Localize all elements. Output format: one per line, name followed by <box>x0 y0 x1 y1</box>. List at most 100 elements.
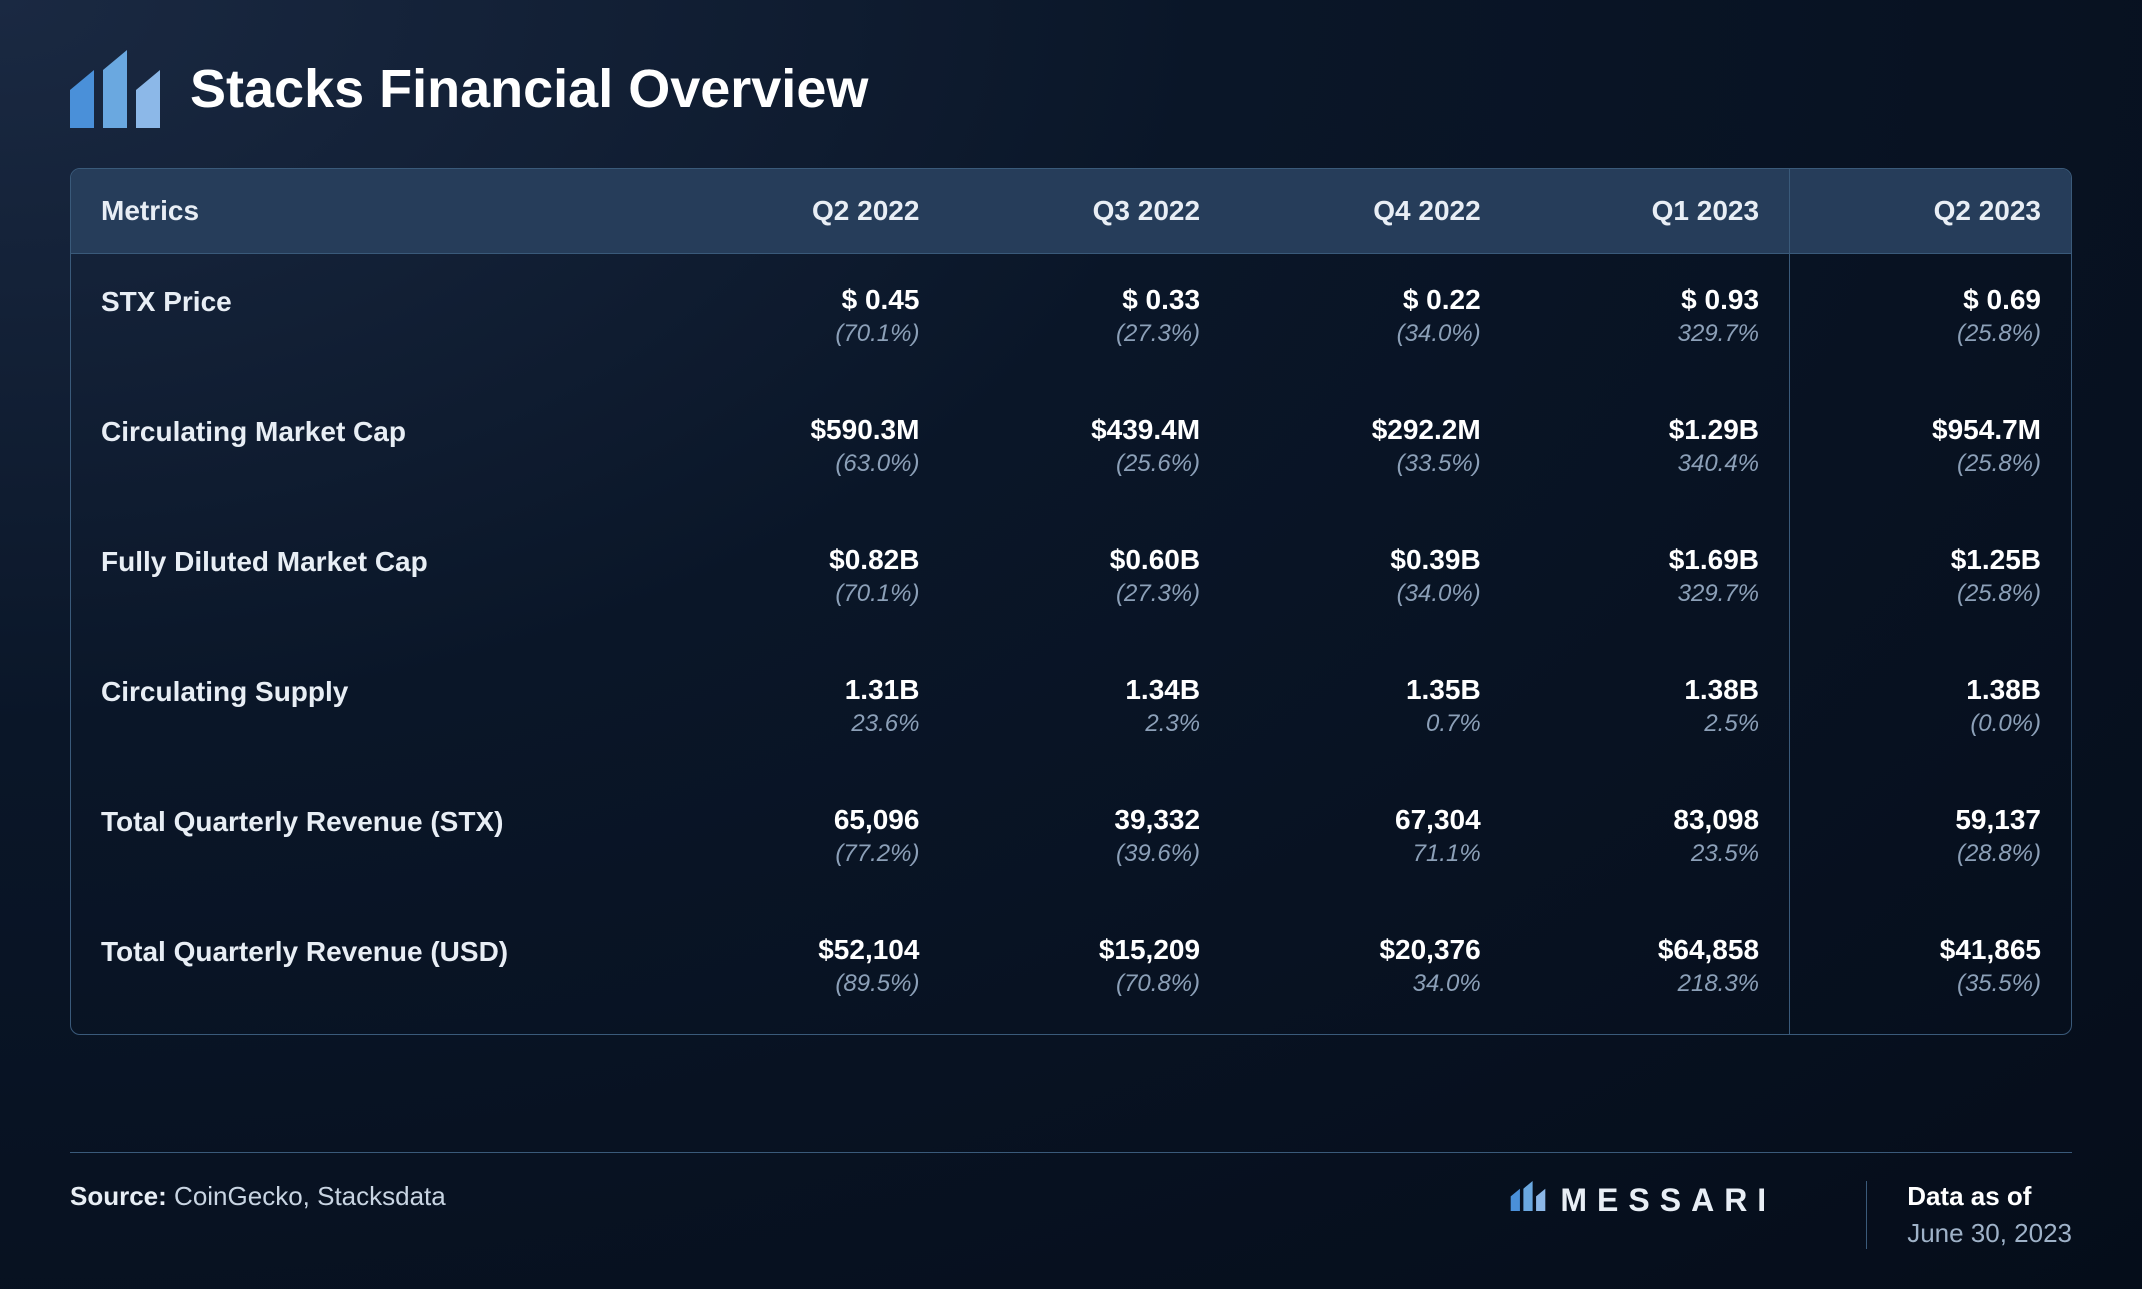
cell-pct: (33.5%) <box>1260 450 1481 478</box>
cell-pct: 34.0% <box>1260 970 1481 998</box>
brand-text: MESSARI <box>1560 1182 1776 1219</box>
metric-label: Total Quarterly Revenue (STX) <box>71 774 669 904</box>
cell-pct: 329.7% <box>1541 580 1759 608</box>
cell-value: 39,332 <box>979 804 1200 836</box>
cell-value: $ 0.22 <box>1260 284 1481 316</box>
cell-value: $292.2M <box>1260 414 1481 446</box>
cell-pct: 71.1% <box>1260 840 1481 868</box>
cell-value: $954.7M <box>1820 414 2041 446</box>
metric-cell: 1.38B 2.5% <box>1511 644 1790 774</box>
cell-value: 83,098 <box>1541 804 1759 836</box>
cell-value: $ 0.93 <box>1541 284 1759 316</box>
cell-pct: (39.6%) <box>979 840 1200 868</box>
metric-cell: $ 0.69(25.8%) <box>1790 254 2071 385</box>
metric-cell: 1.31B 23.6% <box>669 644 950 774</box>
table-row: Total Quarterly Revenue (USD)$52,104(89.… <box>71 904 2071 1034</box>
col-header: Q1 2023 <box>1511 169 1790 254</box>
cell-pct: (70.8%) <box>979 970 1200 998</box>
cell-value: $590.3M <box>699 414 920 446</box>
cell-value: 1.34B <box>979 674 1200 706</box>
cell-value: $1.69B <box>1541 544 1759 576</box>
cell-pct: (70.1%) <box>699 580 920 608</box>
metric-cell: $20,376 34.0% <box>1230 904 1511 1034</box>
metric-cell: 1.35B 0.7% <box>1230 644 1511 774</box>
asof-date: June 30, 2023 <box>1907 1218 2072 1249</box>
metric-cell: $41,865(35.5%) <box>1790 904 2071 1034</box>
cell-value: $0.60B <box>979 544 1200 576</box>
cell-pct: 23.5% <box>1541 840 1759 868</box>
data-as-of: Data as of June 30, 2023 <box>1866 1181 2072 1249</box>
metric-cell: $954.7M (25.8%) <box>1790 384 2071 514</box>
metric-cell: $1.29B340.4% <box>1511 384 1790 514</box>
metric-cell: $ 0.22 (34.0%) <box>1230 254 1511 385</box>
col-header-latest: Q2 2023 <box>1790 169 2071 254</box>
metric-cell: $0.60B(27.3%) <box>949 514 1230 644</box>
header: Stacks Financial Overview <box>70 50 2072 128</box>
metric-cell: $1.69B 329.7% <box>1511 514 1790 644</box>
cell-value: 1.31B <box>699 674 920 706</box>
cell-value: 1.38B <box>1820 674 2041 706</box>
cell-pct: 2.3% <box>979 710 1200 738</box>
source: Source: CoinGecko, Stacksdata <box>70 1181 446 1212</box>
financial-table: Metrics Q2 2022 Q3 2022 Q4 2022 Q1 2023 … <box>70 168 2072 1035</box>
cell-value: 1.38B <box>1541 674 1759 706</box>
cell-value: $64,858 <box>1541 934 1759 966</box>
col-header: Q3 2022 <box>949 169 1230 254</box>
cell-pct: (35.5%) <box>1820 970 2041 998</box>
metric-cell: $439.4M(25.6%) <box>949 384 1230 514</box>
table-row: Fully Diluted Market Cap$0.82B(70.1%)$0.… <box>71 514 2071 644</box>
cell-value: 59,137 <box>1820 804 2041 836</box>
cell-pct: (70.1%) <box>699 320 920 348</box>
cell-value: 1.35B <box>1260 674 1481 706</box>
table-row: STX Price $ 0.45 (70.1%) $ 0.33 (27.3%) $ 0.2… <box>71 254 2071 385</box>
metric-cell: 67,304 71.1% <box>1230 774 1511 904</box>
cell-value: 65,096 <box>699 804 920 836</box>
metric-label: Circulating Supply <box>71 644 669 774</box>
footer-right: MESSARI Data as of June 30, 2023 <box>1510 1181 2072 1249</box>
cell-pct: (0.0%) <box>1820 710 2041 738</box>
metric-cell: $292.2M (33.5%) <box>1230 384 1511 514</box>
messari-small-logo-icon <box>1510 1181 1546 1219</box>
cell-value: $0.39B <box>1260 544 1481 576</box>
cell-value: $0.82B <box>699 544 920 576</box>
cell-value: $ 0.45 <box>699 284 920 316</box>
cell-pct: 23.6% <box>699 710 920 738</box>
metric-cell: $ 0.93 329.7% <box>1511 254 1790 385</box>
metric-cell: 1.38B (0.0%) <box>1790 644 2071 774</box>
metric-cell: $0.82B (70.1%) <box>669 514 950 644</box>
cell-value: $ 0.33 <box>979 284 1200 316</box>
cell-pct: (27.3%) <box>979 320 1200 348</box>
metric-cell: $ 0.33 (27.3%) <box>949 254 1230 385</box>
cell-pct: (34.0%) <box>1260 320 1481 348</box>
cell-pct: (28.8%) <box>1820 840 2041 868</box>
metric-cell: 83,098 23.5% <box>1511 774 1790 904</box>
cell-value: $52,104 <box>699 934 920 966</box>
footer: Source: CoinGecko, Stacksdata MESSARI Da… <box>70 1152 2072 1249</box>
source-label: Source: <box>70 1181 167 1211</box>
cell-value: $1.25B <box>1820 544 2041 576</box>
source-text: CoinGecko, Stacksdata <box>174 1181 446 1211</box>
cell-pct: (25.8%) <box>1820 450 2041 478</box>
metric-cell: $ 0.45 (70.1%) <box>669 254 950 385</box>
metric-label: Fully Diluted Market Cap <box>71 514 669 644</box>
cell-pct: 0.7% <box>1260 710 1481 738</box>
cell-pct: 218.3% <box>1541 970 1759 998</box>
cell-value: $20,376 <box>1260 934 1481 966</box>
asof-label: Data as of <box>1907 1181 2072 1212</box>
metrics-header: Metrics <box>71 169 669 254</box>
metric-cell: $52,104(89.5%) <box>669 904 950 1034</box>
metric-label: Total Quarterly Revenue (USD) <box>71 904 669 1034</box>
brand: MESSARI <box>1510 1181 1816 1219</box>
table-row: Total Quarterly Revenue (STX) 65,096 (77.2… <box>71 774 2071 904</box>
cell-pct: (77.2%) <box>699 840 920 868</box>
metric-cell: 59,137 (28.8%) <box>1790 774 2071 904</box>
cell-pct: (25.6%) <box>979 450 1200 478</box>
cell-pct: 2.5% <box>1541 710 1759 738</box>
metric-cell: 65,096 (77.2%) <box>669 774 950 904</box>
metric-label: Circulating Market Cap <box>71 384 669 514</box>
col-header: Q2 2022 <box>669 169 950 254</box>
metric-label: STX Price <box>71 254 669 385</box>
table-row: Circulating Supply 1.31B 23.6% 1.34B 2.3% 1.3… <box>71 644 2071 774</box>
cell-pct: 329.7% <box>1541 320 1759 348</box>
cell-value: 67,304 <box>1260 804 1481 836</box>
